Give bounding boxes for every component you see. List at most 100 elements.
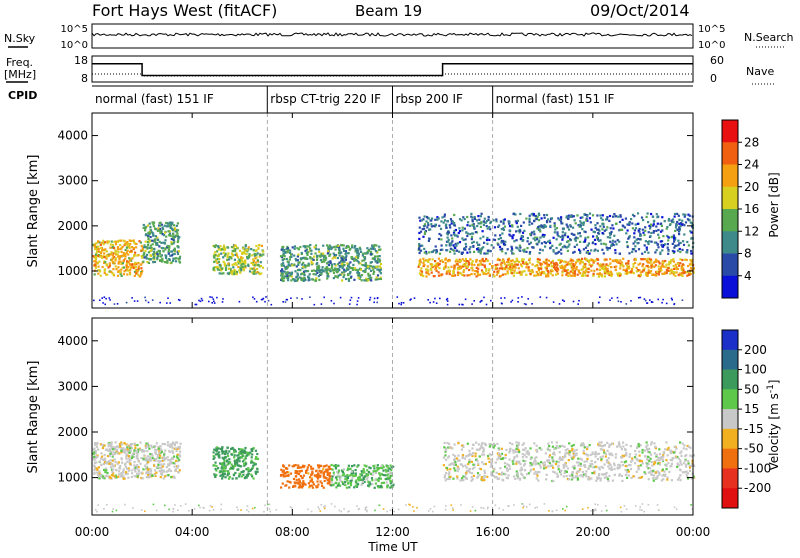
scatter-cell xyxy=(471,224,473,226)
scatter-cell xyxy=(531,223,533,225)
scatter-cell xyxy=(424,215,426,217)
scatter-cell xyxy=(113,465,115,467)
scatter-cell xyxy=(333,303,335,305)
scatter-cell xyxy=(355,256,357,258)
scatter-cell xyxy=(441,216,443,218)
scatter-cell xyxy=(573,215,575,217)
scatter-cell xyxy=(362,254,364,256)
scatter-cell xyxy=(609,234,611,236)
scatter-cell xyxy=(464,218,466,220)
scatter-cell xyxy=(361,274,363,276)
scatter-cell xyxy=(96,456,98,458)
scatter-cell xyxy=(385,471,387,473)
scatter-cell xyxy=(679,248,681,250)
scatter-cell xyxy=(303,277,305,279)
scatter-cell xyxy=(496,271,498,273)
scatter-cell xyxy=(322,245,324,247)
scatter-cell xyxy=(111,471,113,473)
scatter-cell xyxy=(501,228,503,230)
scatter-cell xyxy=(100,252,102,254)
scatter-cell xyxy=(301,298,303,300)
scatter-cell xyxy=(609,299,611,301)
scatter-cell xyxy=(239,250,241,252)
scatter-cell xyxy=(637,223,639,225)
scatter-cell xyxy=(594,461,596,463)
scatter-cell xyxy=(380,486,382,488)
scatter-cell xyxy=(361,279,363,281)
scatter-cell xyxy=(118,461,120,463)
scatter-cell xyxy=(469,258,471,260)
scatter-cell xyxy=(463,264,465,266)
scatter-cell xyxy=(590,221,592,223)
scatter-cell xyxy=(96,250,98,252)
scatter-cell xyxy=(119,244,121,246)
scatter-cell xyxy=(93,469,95,471)
scatter-cell xyxy=(372,257,374,259)
scatter-cell xyxy=(605,243,607,245)
scatter-cell xyxy=(171,450,173,452)
scatter-cell xyxy=(335,482,337,484)
scatter-cell xyxy=(573,267,575,269)
scatter-cell xyxy=(254,257,256,259)
scatter-cell xyxy=(139,442,141,444)
scatter-cell xyxy=(283,277,285,279)
scatter-cell xyxy=(482,230,484,232)
scatter-cell xyxy=(367,481,369,483)
scatter-cell xyxy=(252,297,254,299)
scatter-cell xyxy=(308,482,310,484)
scatter-cell xyxy=(134,300,136,302)
scatter-cell xyxy=(378,467,380,469)
scatter-cell xyxy=(500,265,502,267)
scatter-cell xyxy=(345,247,347,249)
scatter-cell xyxy=(482,236,484,238)
scatter-cell xyxy=(438,225,440,227)
scatter-cell xyxy=(614,252,616,254)
scatter-cell xyxy=(96,467,98,469)
scatter-cell xyxy=(566,224,568,226)
scatter-cell xyxy=(575,237,577,239)
scatter-cell xyxy=(156,257,158,259)
scatter-cell xyxy=(447,298,449,300)
scatter-cell xyxy=(114,259,116,261)
scatter-cell xyxy=(651,301,653,303)
scatter-cell xyxy=(145,241,147,243)
scatter-cell xyxy=(327,252,329,254)
scatter-cell xyxy=(644,230,646,232)
scatter-cell xyxy=(316,262,318,264)
scatter-cell xyxy=(316,470,318,472)
scatter-cell xyxy=(348,278,350,280)
scatter-cell xyxy=(228,258,230,260)
scatter-cell xyxy=(177,253,179,255)
scatter-cell xyxy=(615,215,617,217)
scatter-cell xyxy=(215,465,217,467)
scatter-cell xyxy=(117,247,119,249)
scatter-cell xyxy=(532,247,534,249)
scatter-cell xyxy=(465,258,467,260)
scatter-cell xyxy=(449,251,451,253)
scatter-cell xyxy=(549,225,551,227)
scatter-cell xyxy=(287,271,289,273)
scatter-cell xyxy=(589,463,591,465)
scatter-cell xyxy=(248,256,250,258)
scatter-cell xyxy=(330,468,332,470)
scatter-cell xyxy=(475,231,477,233)
scatter-cell xyxy=(673,268,675,270)
scatter-cell xyxy=(380,278,382,280)
scatter-cell xyxy=(147,469,149,471)
scatter-cell xyxy=(143,458,145,460)
scatter-cell xyxy=(537,274,539,276)
scatter-cell xyxy=(528,266,530,268)
scatter-cell xyxy=(498,224,500,226)
scatter-cell xyxy=(585,219,587,221)
scatter-cell xyxy=(346,480,348,482)
scatter-cell xyxy=(626,272,628,274)
scatter-cell xyxy=(334,257,336,259)
scatter-cell xyxy=(163,471,165,473)
scatter-cell xyxy=(157,454,159,456)
scatter-cell xyxy=(562,299,564,301)
scatter-cell xyxy=(306,245,308,247)
scatter-cell xyxy=(147,455,149,457)
scatter-cell xyxy=(661,229,663,231)
scatter-cell xyxy=(129,447,131,449)
scatter-cell xyxy=(166,466,168,468)
